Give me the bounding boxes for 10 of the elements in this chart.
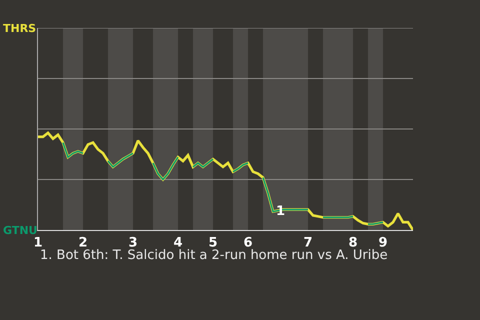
- x-tick-label: 7: [303, 236, 313, 251]
- text: 1. Bot 6th: T. Salcido hit a 2-run home run vs A. Uribe: [40, 248, 388, 263]
- x-tick-label: 4: [173, 236, 183, 251]
- x-tick-label: 8: [348, 236, 358, 251]
- text: GTNU: [3, 224, 38, 237]
- x-tick-label: 1: [33, 236, 43, 251]
- x-tick-label: 9: [378, 236, 388, 251]
- text: THRS: [3, 22, 36, 35]
- x-tick-label: 6: [243, 236, 253, 251]
- x-tick-label: 2: [78, 236, 88, 251]
